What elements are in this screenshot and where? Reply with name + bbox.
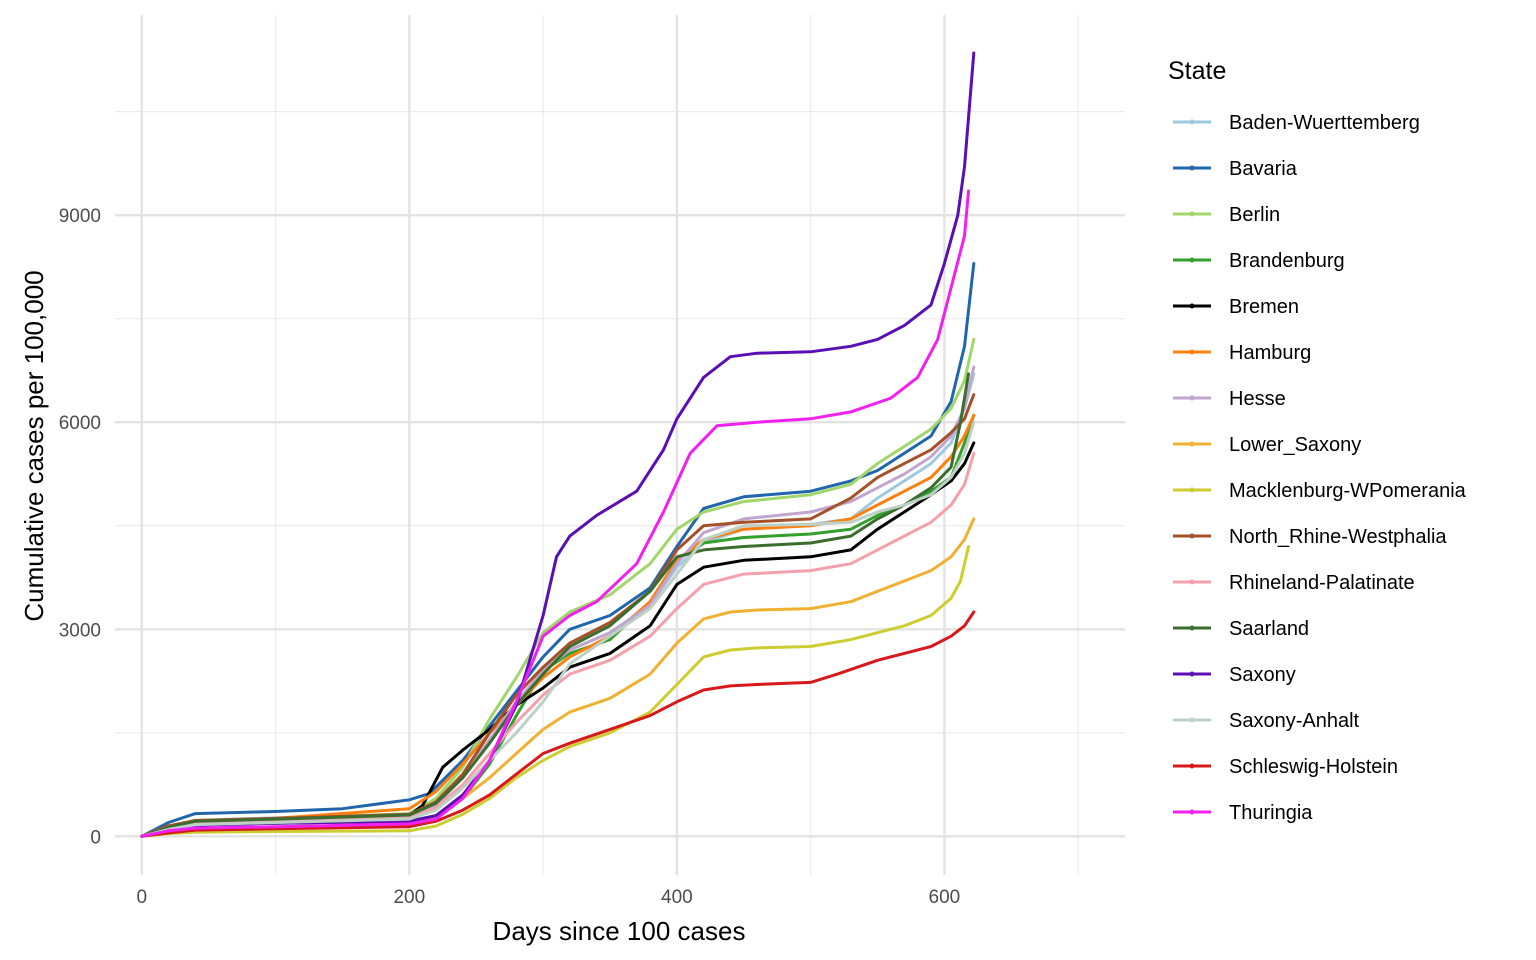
legend-key-point bbox=[1189, 303, 1195, 309]
y-tick-label: 9000 bbox=[59, 206, 101, 227]
legend-key-point bbox=[1189, 533, 1195, 539]
legend-label: Hesse bbox=[1229, 388, 1286, 410]
legend-item-hesse: Hesse bbox=[1173, 388, 1286, 410]
x-tick-label: 400 bbox=[661, 887, 693, 908]
series-line-baden-wuerttemberg bbox=[140, 372, 976, 838]
legend-key-point bbox=[1189, 579, 1195, 585]
legend-label: Saxony-Anhalt bbox=[1229, 710, 1360, 732]
legend: State Baden-Wuerttemberg Bavaria Berlin Bra… bbox=[1168, 57, 1467, 824]
legend-key-point bbox=[1189, 717, 1195, 723]
y-tick-label: 0 bbox=[90, 827, 101, 848]
legend-label: Hamburg bbox=[1229, 342, 1311, 364]
legend-key-point bbox=[1189, 809, 1195, 815]
legend-label: Bavaria bbox=[1229, 158, 1298, 180]
legend-item-saxony-anhalt: Saxony-Anhalt bbox=[1173, 710, 1360, 732]
series-line-berlin bbox=[140, 337, 976, 838]
legend-item-hamburg: Hamburg bbox=[1173, 342, 1311, 364]
legend-item-saarland: Saarland bbox=[1173, 618, 1309, 640]
series-line-macklenburg-wpomerania bbox=[140, 545, 970, 838]
series-line-north-rhine-westphalia bbox=[140, 393, 976, 838]
x-tick-label: 600 bbox=[929, 887, 961, 908]
x-tick-label: 0 bbox=[136, 887, 147, 908]
legend-item-bremen: Bremen bbox=[1173, 296, 1299, 318]
series-line-saxony bbox=[140, 51, 976, 838]
legend-item-thuringia: Thuringia bbox=[1173, 802, 1313, 824]
legend-title: State bbox=[1168, 57, 1226, 85]
legend-item-schleswig-holstein: Schleswig-Holstein bbox=[1173, 756, 1398, 778]
legend-label: Saarland bbox=[1229, 618, 1309, 640]
legend-label: North_Rhine-Westphalia bbox=[1229, 526, 1447, 548]
series-line-saarland bbox=[140, 372, 970, 838]
legend-key-point bbox=[1189, 165, 1195, 171]
legend-key-point bbox=[1189, 349, 1195, 355]
legend-label: Thuringia bbox=[1229, 802, 1313, 824]
legend-key-point bbox=[1189, 119, 1195, 125]
legend-label: Macklenburg-WPomerania bbox=[1229, 480, 1467, 502]
series-line-saxony-anhalt bbox=[140, 420, 976, 838]
legend-key-point bbox=[1189, 625, 1195, 631]
series-line-thuringia bbox=[140, 189, 970, 838]
legend-label: Brandenburg bbox=[1229, 250, 1345, 272]
y-tick-label: 3000 bbox=[59, 620, 101, 641]
legend-item-berlin: Berlin bbox=[1173, 204, 1280, 226]
legend-item-brandenburg: Brandenburg bbox=[1173, 250, 1345, 272]
legend-label: Schleswig-Holstein bbox=[1229, 756, 1398, 778]
legend-item-rhineland-palatinate: Rhineland-Palatinate bbox=[1173, 572, 1415, 594]
legend-key-point bbox=[1189, 671, 1195, 677]
legend-label: Bremen bbox=[1229, 296, 1299, 318]
legend-label: Rhineland-Palatinate bbox=[1229, 572, 1415, 594]
y-axis-title: Cumulative cases per 100,000 bbox=[19, 270, 49, 621]
legend-item-baden-wuerttemberg: Baden-Wuerttemberg bbox=[1173, 112, 1420, 134]
x-axis-title: Days since 100 cases bbox=[493, 916, 746, 946]
legend-key-point bbox=[1189, 211, 1195, 217]
plot-area bbox=[140, 51, 976, 838]
legend-key-point bbox=[1189, 395, 1195, 401]
legend-item-north-rhine-westphalia: North_Rhine-Westphalia bbox=[1173, 526, 1447, 548]
grid bbox=[115, 15, 1125, 875]
series-line-bavaria bbox=[140, 262, 976, 838]
legend-key-point bbox=[1189, 257, 1195, 263]
legend-label: Baden-Wuerttemberg bbox=[1229, 112, 1420, 134]
legend-item-bavaria: Bavaria bbox=[1173, 158, 1298, 180]
x-tick-label: 200 bbox=[393, 887, 425, 908]
legend-key-point bbox=[1189, 763, 1195, 769]
series-line-schleswig-holstein bbox=[140, 610, 976, 838]
legend-item-saxony: Saxony bbox=[1173, 664, 1296, 686]
y-tick-label: 6000 bbox=[59, 413, 101, 434]
legend-label: Saxony bbox=[1229, 664, 1296, 686]
legend-item-lower-saxony: Lower_Saxony bbox=[1173, 434, 1361, 456]
series-line-rhineland-palatinate bbox=[140, 451, 976, 838]
legend-key-point bbox=[1189, 487, 1195, 493]
legend-item-macklenburg-wpomerania: Macklenburg-WPomerania bbox=[1173, 480, 1467, 502]
legend-label: Berlin bbox=[1229, 204, 1280, 226]
legend-key-point bbox=[1189, 441, 1195, 447]
legend-label: Lower_Saxony bbox=[1229, 434, 1361, 456]
